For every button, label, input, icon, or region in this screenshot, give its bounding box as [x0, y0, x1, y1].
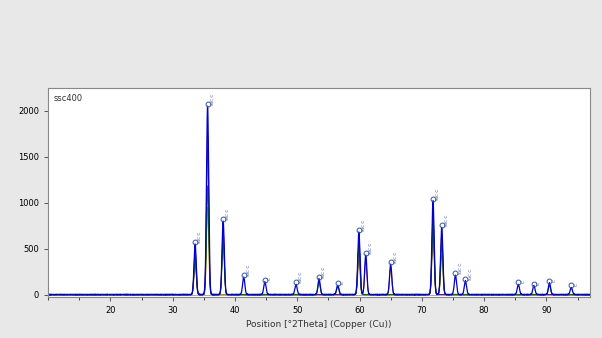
- Text: SiC C: SiC C: [369, 242, 373, 254]
- Text: SiC C: SiC C: [468, 268, 473, 280]
- Text: SiC C: SiC C: [226, 209, 231, 220]
- Text: SiC C: SiC C: [436, 188, 440, 199]
- Text: SiC C: SiC C: [322, 266, 326, 278]
- Text: SiC C: SiC C: [459, 263, 462, 274]
- Text: SiC C: SiC C: [198, 232, 202, 243]
- Text: SiC C: SiC C: [362, 219, 366, 231]
- Text: C: C: [341, 281, 345, 284]
- Text: SiC C: SiC C: [299, 272, 303, 283]
- Text: SiC C: SiC C: [394, 251, 398, 263]
- Text: C: C: [537, 282, 541, 285]
- Text: SiC C: SiC C: [445, 215, 449, 226]
- Text: ssc400: ssc400: [54, 94, 82, 103]
- Text: SiC C: SiC C: [247, 264, 251, 276]
- Text: C: C: [574, 283, 579, 286]
- Text: SiC C: SiC C: [211, 94, 215, 105]
- X-axis label: Position [°2Theta] (Copper (Cu)): Position [°2Theta] (Copper (Cu)): [246, 320, 392, 329]
- Text: C: C: [553, 279, 557, 282]
- Text: C: C: [521, 280, 526, 283]
- Text: C: C: [268, 277, 272, 281]
